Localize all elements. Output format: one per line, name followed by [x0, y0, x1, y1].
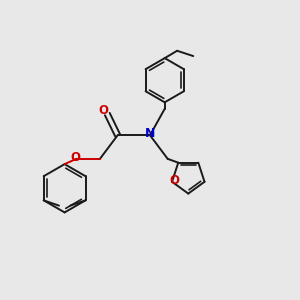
Text: O: O [99, 104, 109, 117]
Text: O: O [70, 151, 80, 164]
Text: O: O [169, 174, 179, 187]
Text: N: N [145, 127, 155, 140]
